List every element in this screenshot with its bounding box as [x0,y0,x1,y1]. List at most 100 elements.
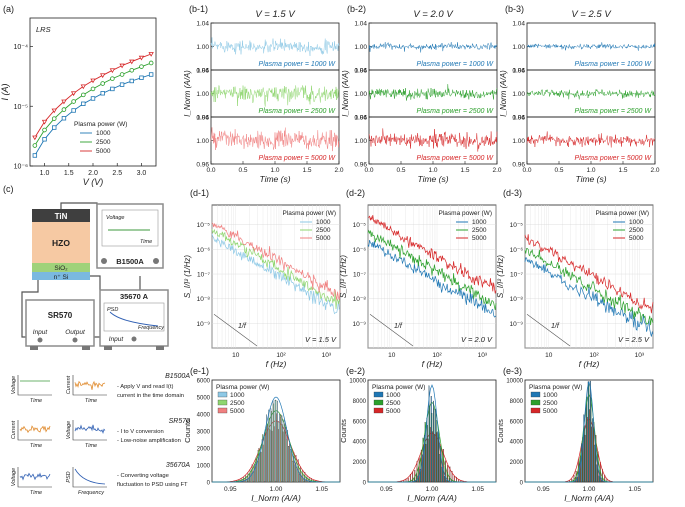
mini-trace [74,468,106,485]
analyzer-screen [103,302,165,332]
legend-swatch [373,391,384,398]
y-tick-label: 4000 [197,413,211,419]
legend-swatch [217,407,228,414]
voltage-inset: V = 1.5 V [305,335,337,344]
input-label: Input [33,329,49,336]
x-tick-label: 3.0 [137,170,147,177]
histogram-bar [298,473,300,483]
data-point [32,143,38,148]
data-point [32,153,38,158]
x-axis-label: V (V) [83,177,104,187]
legend-swatch [373,399,384,406]
noise-trace-1 [526,42,656,51]
histogram-bar [259,453,261,483]
histogram-bar [422,454,423,483]
x-tick-label: 1.0 [270,167,279,174]
data-point [51,116,57,121]
y-tick-label: 8000 [353,399,367,405]
step-sr570-current: Current Time [11,420,52,449]
x-tick-label: 0.0 [522,167,531,174]
legend-swatch [373,407,384,414]
step-b1500-current: Current Time [66,375,107,404]
histogram-bar [449,466,451,483]
legend-swatch [217,399,228,406]
histogram-bar [446,479,448,483]
histogram-bar [287,446,289,483]
x-tick-label: 10² [432,352,442,359]
legend-entry: 5000 [96,148,111,155]
y-tick-label: 10⁻⁷ [353,272,367,279]
step-fft-psd: PSD Frequency [66,467,107,496]
legend-title: Plasma power (W) [283,210,336,217]
legend-entry: 5000 [543,408,558,415]
y-tick-label: 10⁻⁶ [14,164,28,171]
histogram-bar [263,435,265,483]
legend-title: Plasma power (W) [216,384,269,391]
mini-trace [19,472,51,481]
data-point [148,60,154,66]
reference-line [213,313,258,347]
histogram-bar [441,466,443,483]
foot [82,346,90,350]
y-tick-label: 4000 [510,440,524,446]
histogram-bar [587,381,589,483]
panel-label-d1: (d-1) [190,188,209,198]
y-tick-label: 5000 [197,396,211,402]
y-tick-label: 6000 [353,419,367,425]
y-tick-label: 1.00 [196,91,209,98]
mini-axes [17,467,52,488]
y-axis-label: Counts [496,419,505,443]
legend-swatch [530,391,541,398]
x-tick-label: 1.05 [628,486,641,493]
mini-axes [72,467,107,488]
x-tick-label: 10 [232,352,240,359]
mini-axes [72,375,107,396]
panel-label-b2: (b-2) [347,4,366,14]
psd-series-1000 [524,257,654,337]
x-axis-label: I_Norm (A/A) [407,493,457,503]
step-b1500-voltage: Voltage Time [11,375,52,404]
legend-entry: 5000 [316,235,331,242]
screen-label: Time [140,239,152,245]
knob [101,258,107,264]
data-point [129,67,135,73]
panel-label-d3: (d-3) [503,188,522,198]
data-point [61,107,67,112]
y-tick-label: 1.00 [196,138,209,145]
mini-y-label: Voltage [11,376,17,394]
histogram-bar [303,478,305,483]
data-point [139,64,144,69]
histogram-bar [439,454,441,483]
step-description: - Apply V and read I(t) [117,384,173,390]
legend-entry: 5000 [230,408,245,415]
histogram-bar [432,400,434,483]
y-tick-label: 10⁻⁸ [510,296,524,303]
reference-label: 1/f [551,323,560,330]
mini-axes [17,420,52,441]
mini-y-label: PSD [66,471,72,482]
analyzer-label: 35670 A [120,292,149,301]
panel-label-b1: (b-1) [189,4,208,14]
x-axis-label: f (Hz) [422,359,443,369]
x-tick-label: 1.0 [428,167,437,174]
data-point [42,127,47,133]
legend-swatch [530,407,541,414]
row-label: Plasma power = 5000 W [259,155,337,162]
gaussian-fit [368,384,496,483]
screen-label: Voltage [106,215,124,221]
legend-title: Plasma power (W) [74,121,127,128]
noise-trace-2 [526,88,656,100]
x-tick-label: 2.0 [334,167,343,174]
x-tick-label: 10 [545,352,553,359]
y-tick-label: 0.96 [354,115,367,122]
y-tick-label: 10⁻⁵ [14,104,28,111]
y-tick-label: 1.04 [512,115,525,122]
psd-series-5000 [211,222,341,301]
panel-label-c: (c) [3,184,14,194]
y-tick-label: 2000 [353,460,367,466]
x-tick-label: 1.05 [471,486,484,493]
axes-frame [29,17,157,167]
output-label: Output [65,329,86,336]
x-axis-label: I_Norm (A/A) [564,493,614,503]
noise-trace-2 [210,85,340,107]
